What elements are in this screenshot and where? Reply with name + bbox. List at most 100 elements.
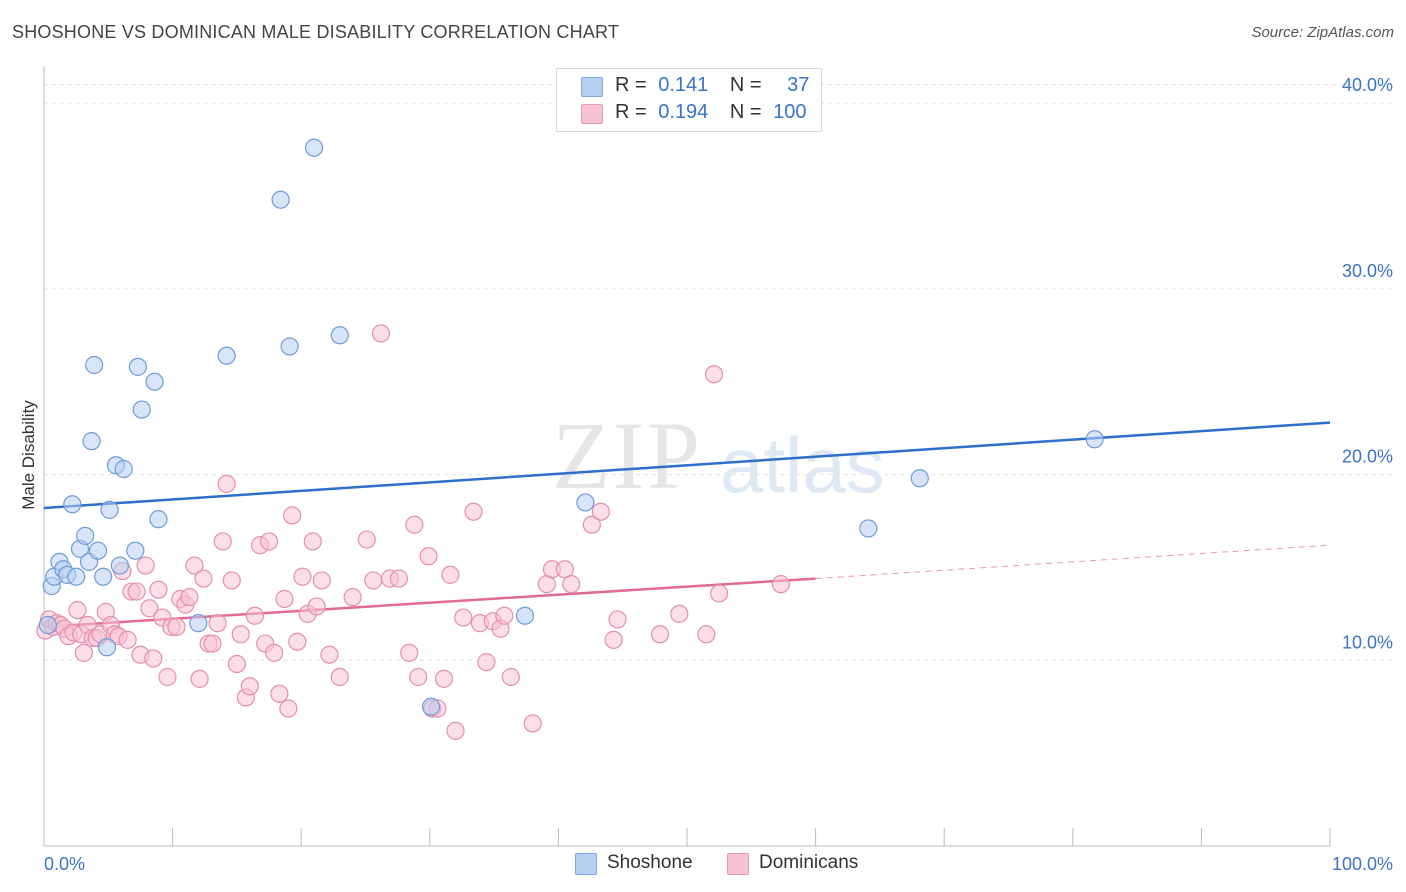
trend-lines — [43, 421, 1331, 629]
legend-text-dominicans: R = 0.194 N = 100 — [615, 101, 807, 124]
shoshone-point — [280, 337, 299, 356]
chart-title: SHOSHONE VS DOMINICAN MALE DISABILITY CO… — [12, 22, 620, 42]
dominican-point — [523, 714, 542, 733]
legend-r-value: 0.194 — [658, 101, 709, 123]
dominican-point — [194, 569, 213, 588]
dominican-point — [127, 582, 146, 601]
dominican-point — [650, 625, 670, 644]
data-points — [36, 138, 1104, 740]
dominican-point — [279, 699, 298, 718]
shoshone-point — [114, 459, 133, 479]
dominican-point — [591, 502, 610, 521]
dominican-point — [371, 324, 391, 343]
legend-n-value: 100 — [773, 101, 807, 123]
y-tick-label: 20.0% — [1342, 447, 1393, 467]
tick-labels: 10.0% 20.0% 30.0% 40.0% 0.0% 100.0% — [44, 75, 1393, 874]
shoshone-point — [82, 432, 101, 451]
dominican-point — [208, 614, 227, 633]
dominican-point — [582, 515, 601, 534]
dominican-point — [240, 677, 259, 696]
dominican-point — [771, 575, 790, 594]
shoshone-point — [515, 606, 535, 625]
y-tick-label: 30.0% — [1342, 261, 1393, 281]
shoshone-point — [94, 567, 113, 586]
dominican-point — [217, 474, 236, 493]
legend-text-shoshone: R = 0.141 N = 37 — [615, 74, 809, 97]
dominican-point — [400, 643, 419, 662]
dominican-point — [275, 589, 294, 609]
x-tick-label: 100.0% — [1332, 854, 1393, 874]
shoshone-point — [149, 510, 168, 529]
legend-n-label: N = — [729, 74, 762, 96]
shoshone-point — [910, 469, 929, 488]
shoshone-point — [88, 541, 108, 560]
dominican-point — [203, 634, 222, 653]
shoshone-point — [76, 526, 95, 545]
dominican-point — [283, 506, 302, 525]
dominican-point — [464, 502, 483, 521]
watermark-atlas: atlas — [720, 421, 885, 509]
shoshone-point — [63, 495, 82, 514]
dominican-point — [158, 667, 177, 687]
dominican-point — [312, 571, 331, 590]
bottom-legend-label-shoshone: Shoshone — [607, 852, 693, 873]
dominican-point — [149, 580, 168, 599]
dominican-point — [303, 532, 322, 551]
dominican-point — [265, 643, 284, 662]
dominican-point — [140, 599, 159, 618]
shoshone-point — [217, 346, 236, 365]
y-tick-label: 40.0% — [1342, 75, 1393, 95]
shoshone-point — [1085, 430, 1104, 449]
dominican-point — [704, 365, 724, 384]
dominican-point — [357, 530, 376, 549]
dominican-point — [670, 604, 689, 623]
dominican-point — [293, 567, 312, 586]
shoshone-point — [67, 567, 86, 586]
bottom-legend-swatch-shoshone — [575, 853, 597, 875]
dominican-point — [604, 630, 623, 649]
x-tick-label: 0.0% — [44, 854, 85, 874]
bottom-legend-label-dominicans: Dominicans — [759, 852, 859, 873]
dominican-point — [405, 515, 424, 534]
shoshone-point — [859, 519, 878, 538]
legend-n-value: 37 — [787, 74, 810, 96]
dominican-point — [389, 569, 409, 588]
dominican-point — [227, 654, 246, 674]
dominican-point — [136, 556, 155, 575]
dominican-trend-extension — [815, 544, 1331, 580]
dominican-point — [495, 606, 514, 625]
dominican-point — [608, 610, 627, 629]
dominican-point — [364, 571, 383, 590]
dominican-point — [288, 632, 307, 651]
dominican-point — [245, 606, 265, 625]
dominican-point — [710, 584, 729, 603]
shoshone-point — [145, 372, 164, 391]
dominican-point — [270, 684, 289, 703]
dominican-point — [167, 617, 186, 636]
shoshone-point — [38, 615, 57, 635]
shoshone-point — [97, 638, 117, 657]
legend-r-label: R = — [615, 101, 647, 123]
dominican-point — [118, 630, 137, 649]
dominican-point — [231, 625, 250, 644]
y-axis-label: Male Disability — [19, 400, 38, 510]
dominican-point — [454, 608, 473, 627]
dominican-point — [562, 575, 581, 594]
dominican-point — [434, 669, 454, 688]
bottom-legend-swatch-dominicans — [727, 853, 749, 875]
dominican-point — [180, 588, 199, 607]
legend-r-label: R = — [615, 74, 647, 96]
dominican-point — [477, 653, 496, 672]
shoshone-point — [330, 326, 349, 345]
dominican-point — [74, 643, 93, 662]
legend-swatch-dominicans — [581, 104, 603, 124]
shoshone-point — [304, 138, 324, 157]
legend-n-label: N = — [729, 101, 762, 123]
chart-source: Source: ZipAtlas.com — [1251, 24, 1394, 41]
dominican-point — [259, 532, 279, 551]
shoshone-point — [271, 190, 290, 209]
shoshone-point — [128, 357, 147, 376]
shoshone-point — [421, 697, 441, 716]
dominican-point — [190, 669, 209, 688]
